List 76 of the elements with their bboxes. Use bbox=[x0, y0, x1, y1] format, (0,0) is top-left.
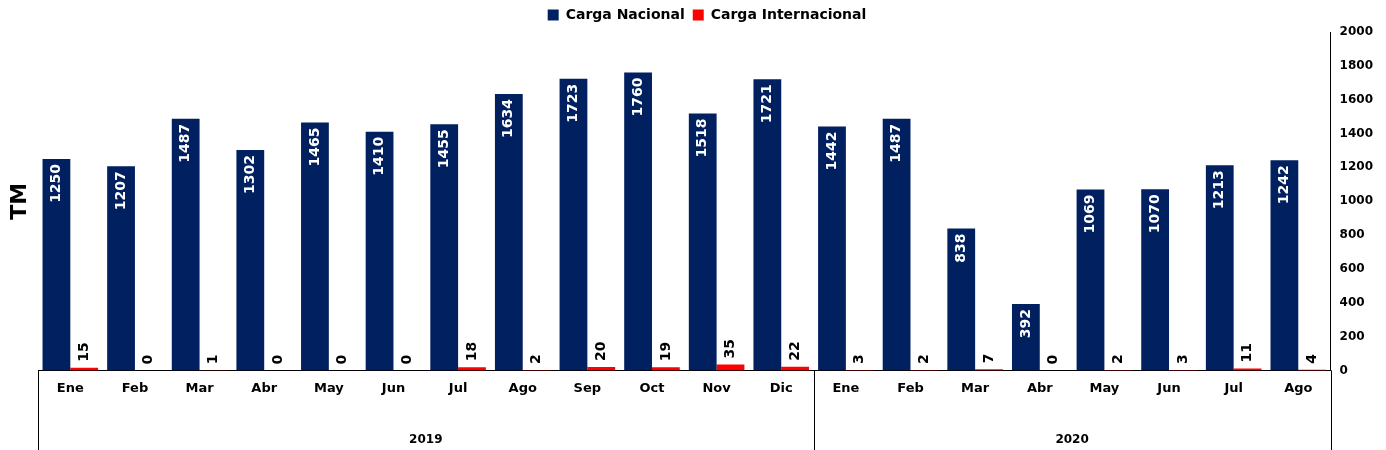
data-label: 1634 bbox=[499, 98, 516, 138]
data-label: 0 bbox=[268, 354, 285, 365]
data-label: 1207 bbox=[111, 171, 128, 211]
x-tick-label: Oct bbox=[639, 379, 665, 395]
data-label: 15 bbox=[74, 342, 91, 362]
data-label: 2 bbox=[1108, 354, 1125, 365]
legend-label: Carga Internacional bbox=[710, 5, 867, 22]
data-label: 1487 bbox=[887, 123, 904, 163]
x-tick-label: Feb bbox=[897, 379, 924, 395]
x-tick-label: Ago bbox=[508, 379, 537, 395]
legend-label: Carga Nacional bbox=[565, 5, 685, 22]
y-tick-label: 600 bbox=[1339, 261, 1365, 276]
x-tick-label: Mar bbox=[961, 379, 990, 395]
data-label: 0 bbox=[139, 354, 156, 365]
x-tick-label: Ago bbox=[1284, 379, 1313, 395]
data-label: 19 bbox=[656, 341, 673, 362]
x-tick-label: May bbox=[1089, 379, 1120, 395]
data-label: 1442 bbox=[822, 131, 839, 171]
data-label: 22 bbox=[785, 341, 802, 361]
data-label: 1070 bbox=[1145, 194, 1162, 234]
x-tick-label: Jun bbox=[1156, 379, 1181, 395]
data-label: 1069 bbox=[1081, 194, 1098, 234]
data-label: 838 bbox=[951, 233, 968, 263]
data-label: 2 bbox=[915, 354, 932, 365]
data-label: 18 bbox=[462, 341, 479, 362]
data-label: 11 bbox=[1238, 343, 1255, 363]
x-tick-label: Sep bbox=[573, 379, 602, 395]
x-tick-label: Jun bbox=[380, 379, 406, 395]
data-label: 1302 bbox=[240, 155, 257, 195]
x-tick-label: Abr bbox=[1026, 379, 1054, 395]
data-label: 1213 bbox=[1210, 170, 1227, 210]
x-tick-label: Nov bbox=[702, 379, 732, 395]
data-label: 1465 bbox=[305, 127, 322, 167]
data-label: 1518 bbox=[693, 118, 710, 158]
y-axis-title: TM bbox=[5, 182, 31, 220]
y-tick-label: 1000 bbox=[1339, 193, 1374, 208]
data-label: 1410 bbox=[370, 136, 387, 176]
data-label: 35 bbox=[721, 338, 738, 359]
data-label: 2 bbox=[527, 354, 544, 365]
data-label: 1 bbox=[204, 354, 221, 365]
y-tick-label: 1800 bbox=[1339, 57, 1374, 72]
x-tick-label: Jul bbox=[1223, 379, 1243, 395]
y-tick-label: 2000 bbox=[1339, 24, 1374, 39]
data-label: 4 bbox=[1302, 353, 1319, 364]
y-tick-label: 1200 bbox=[1339, 159, 1374, 174]
x-tick-label: Ene bbox=[56, 379, 84, 395]
y-tick-label: 200 bbox=[1339, 328, 1365, 343]
text: 2020 bbox=[1055, 432, 1089, 447]
data-label: 7 bbox=[979, 353, 996, 364]
data-label: 0 bbox=[398, 354, 414, 365]
x-tick-label: Jul bbox=[447, 379, 468, 395]
x-tick-label: Dic bbox=[769, 379, 793, 395]
data-label: 1723 bbox=[564, 83, 581, 123]
data-label: 3 bbox=[1173, 354, 1190, 364]
data-label: 1242 bbox=[1275, 165, 1292, 205]
data-label: 0 bbox=[333, 354, 350, 365]
y-tick-label: 1400 bbox=[1339, 125, 1374, 140]
text: 2019 bbox=[409, 432, 443, 447]
y-tick-label: 0 bbox=[1339, 362, 1348, 377]
x-tick-label: Abr bbox=[251, 379, 278, 395]
data-label: 0 bbox=[1044, 354, 1061, 365]
data-label: 3 bbox=[850, 354, 867, 364]
y-tick-label: 400 bbox=[1339, 294, 1365, 309]
x-tick-label: Ene bbox=[832, 379, 860, 395]
data-label: 1250 bbox=[47, 163, 64, 203]
data-label: 1760 bbox=[628, 77, 645, 117]
x-tick-label: Mar bbox=[185, 379, 215, 395]
data-label: 1721 bbox=[757, 84, 774, 124]
data-label: 20 bbox=[591, 341, 608, 362]
data-label: 1487 bbox=[176, 123, 193, 163]
data-label: 392 bbox=[1016, 309, 1033, 339]
y-tick-label: 800 bbox=[1339, 227, 1365, 242]
y-tick-label: 1600 bbox=[1339, 91, 1374, 106]
data-label: 1455 bbox=[434, 129, 451, 169]
x-tick-label: May bbox=[313, 379, 345, 395]
x-tick-label: Feb bbox=[121, 379, 149, 395]
